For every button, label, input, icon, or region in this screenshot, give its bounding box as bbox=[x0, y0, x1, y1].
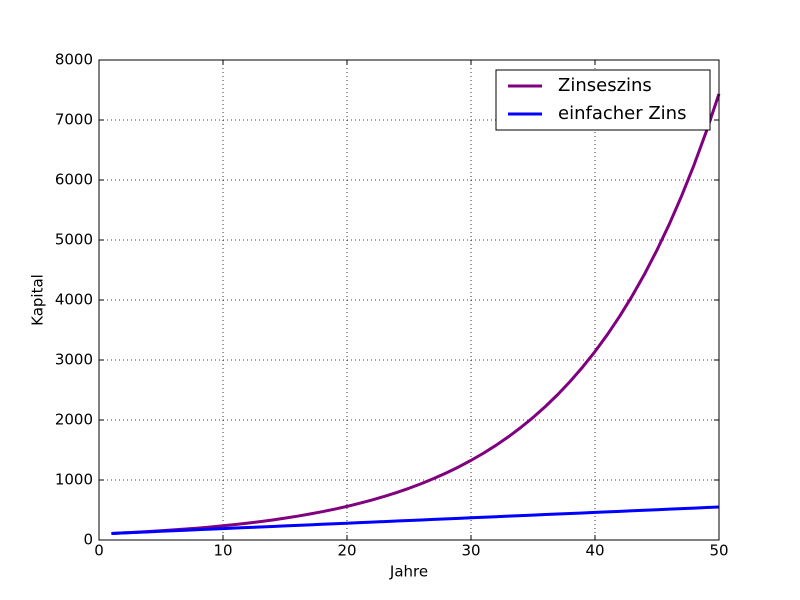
y-tick-label: 7000 bbox=[55, 111, 93, 129]
y-tick-label: 1000 bbox=[55, 471, 93, 489]
y-tick-label: 8000 bbox=[55, 51, 93, 69]
y-tick-label: 0 bbox=[83, 531, 93, 549]
x-tick-label: 40 bbox=[585, 542, 604, 560]
data-line bbox=[111, 93, 721, 535]
x-tick-label: 10 bbox=[213, 542, 232, 560]
x-tick-label: 20 bbox=[337, 542, 356, 560]
legend-label: Zinseszins bbox=[558, 75, 652, 96]
y-tick-label: 2000 bbox=[55, 411, 93, 429]
y-tick-label: 6000 bbox=[55, 171, 93, 189]
y-tick-label: 5000 bbox=[55, 231, 93, 249]
plot-frame bbox=[98, 59, 720, 541]
data-line bbox=[111, 505, 720, 535]
x-tick-label: 30 bbox=[461, 542, 480, 560]
y-tick-label: 4000 bbox=[55, 291, 93, 309]
legend-box bbox=[495, 69, 711, 131]
x-axis-label: Jahre bbox=[389, 563, 428, 581]
x-tick-label: 50 bbox=[709, 542, 728, 560]
x-tick-label: 0 bbox=[94, 542, 104, 560]
y-tick-label: 3000 bbox=[55, 351, 93, 369]
legend-label: einfacher Zins bbox=[558, 103, 686, 124]
y-axis-label: Kapital bbox=[29, 274, 47, 326]
